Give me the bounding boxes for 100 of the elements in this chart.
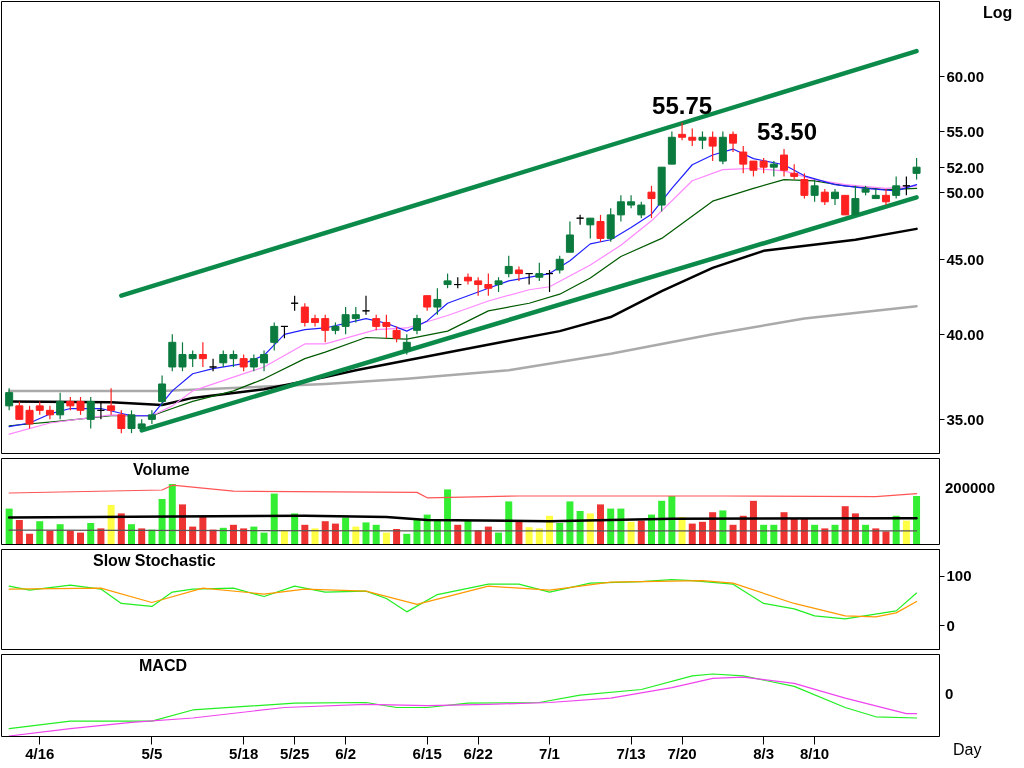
bar xyxy=(229,524,237,544)
bar xyxy=(403,533,411,544)
bar xyxy=(15,520,23,544)
candlestick xyxy=(158,374,167,407)
bar xyxy=(862,524,870,544)
candlestick xyxy=(117,409,126,434)
bar xyxy=(36,521,44,544)
candlestick xyxy=(178,341,187,372)
bar xyxy=(607,508,615,544)
candlestick xyxy=(198,341,207,368)
bar xyxy=(26,533,34,544)
bar xyxy=(770,524,778,544)
bar xyxy=(128,524,135,544)
bar xyxy=(393,529,401,544)
bar xyxy=(107,505,115,544)
bar xyxy=(698,521,706,544)
candlestick xyxy=(56,392,65,420)
candlestick xyxy=(45,405,54,420)
bar xyxy=(87,523,95,544)
bar xyxy=(882,531,890,544)
candlestick xyxy=(881,188,890,206)
bar xyxy=(413,520,421,544)
bar xyxy=(5,508,13,544)
candlestick xyxy=(402,333,411,356)
bar xyxy=(495,532,503,544)
bar xyxy=(66,530,74,544)
candlestick xyxy=(606,207,615,243)
bar xyxy=(240,528,248,544)
x-tick-label: 6/15 xyxy=(412,744,442,762)
bar xyxy=(831,524,839,544)
bar xyxy=(291,513,299,544)
candlestick xyxy=(260,349,269,372)
candlestick xyxy=(841,194,850,216)
chart-title: MACD xyxy=(139,657,187,674)
bar xyxy=(46,530,54,544)
bar xyxy=(444,489,452,544)
bar xyxy=(321,521,329,544)
text: 200000 xyxy=(945,479,996,496)
bar xyxy=(617,508,625,544)
bar xyxy=(199,517,207,544)
bar xyxy=(138,528,146,544)
y-tick-label: 50.00 xyxy=(946,183,985,201)
candlestick xyxy=(484,273,493,297)
x-tick-label: 7/13 xyxy=(616,744,646,762)
candlestick xyxy=(912,157,921,181)
candlestick xyxy=(718,130,727,165)
bar xyxy=(688,523,696,544)
bar xyxy=(811,524,819,544)
bar xyxy=(342,517,350,544)
candlestick xyxy=(5,387,14,411)
y-tick-label: 60.00 xyxy=(946,67,985,85)
bar xyxy=(658,500,666,544)
bar xyxy=(250,526,258,544)
y-tick-label: 40.00 xyxy=(946,325,985,343)
x-tick-label: 5/18 xyxy=(229,744,259,762)
candlestick xyxy=(739,145,748,174)
annotation: 53.50 xyxy=(756,118,818,146)
bar xyxy=(311,528,319,544)
x-tick-label: 8/3 xyxy=(753,744,775,762)
candlestick xyxy=(107,387,116,416)
bar xyxy=(821,528,829,544)
bar xyxy=(454,524,462,544)
bar xyxy=(433,520,441,544)
candlestick xyxy=(463,273,472,286)
bar xyxy=(760,524,768,544)
bar xyxy=(331,523,339,544)
candlestick xyxy=(535,262,544,282)
bar xyxy=(637,520,645,544)
y-tick-label: 52.00 xyxy=(946,158,985,176)
bar xyxy=(464,520,472,544)
candlestick xyxy=(474,276,483,297)
bar xyxy=(474,530,482,544)
candlestick xyxy=(596,214,605,243)
bar xyxy=(148,529,156,544)
candlestick xyxy=(678,122,687,141)
candlestick xyxy=(565,220,574,253)
chart-title: Volume xyxy=(133,461,190,478)
chart-title: Slow Stochastic xyxy=(93,552,216,569)
bar xyxy=(872,528,880,544)
candlestick xyxy=(810,178,819,203)
bar xyxy=(382,532,390,544)
bar xyxy=(525,527,533,544)
candlestick xyxy=(800,172,809,200)
bar xyxy=(913,496,921,544)
bar xyxy=(484,526,492,544)
bar xyxy=(209,529,217,544)
annotation: 55.75 xyxy=(652,91,713,119)
candlestick xyxy=(147,409,156,425)
bar xyxy=(280,530,288,544)
x-tick-label: 8/10 xyxy=(800,744,830,762)
candlestick xyxy=(321,314,330,343)
x-tick-label: 5/5 xyxy=(141,744,163,762)
x-tick-label: 7/1 xyxy=(539,744,560,762)
bar xyxy=(189,526,197,544)
x-axis-title: Day xyxy=(953,741,982,758)
bar xyxy=(515,520,523,544)
candlestick xyxy=(362,295,370,316)
bar xyxy=(566,501,574,544)
candlestick xyxy=(504,255,513,278)
x-tick-label: 6/2 xyxy=(335,744,357,762)
